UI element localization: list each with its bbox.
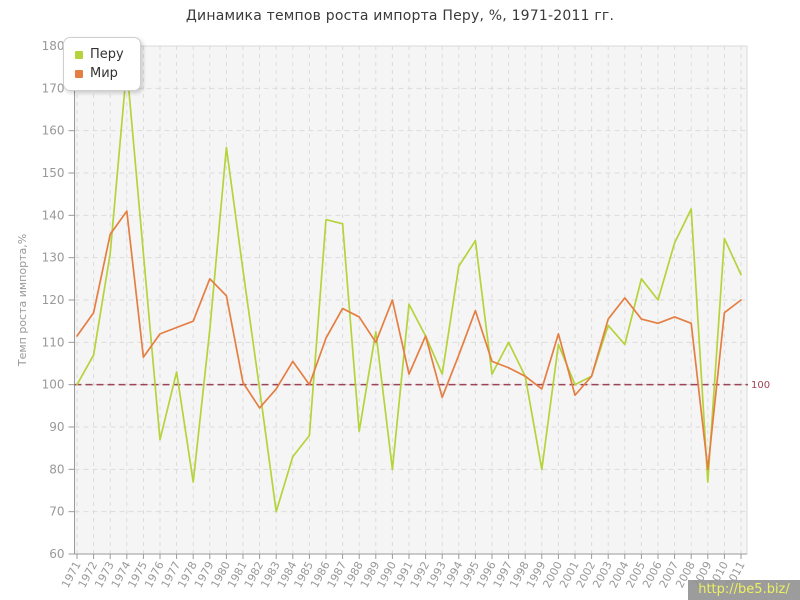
svg-text:170: 170 — [42, 81, 65, 95]
svg-text:140: 140 — [42, 208, 65, 222]
peru-series-line — [76, 66, 742, 513]
reference-line-label: 100 — [751, 380, 770, 391]
svg-text:150: 150 — [42, 166, 65, 180]
svg-text:120: 120 — [42, 293, 65, 307]
svg-text:160: 160 — [42, 124, 65, 138]
y-axis-title: Темп роста импорта,% — [16, 234, 29, 367]
mir-series-line — [76, 210, 742, 471]
legend: Перу Мир — [63, 37, 141, 91]
legend-label-mir: Мир — [90, 66, 118, 81]
legend-swatch-peru-icon — [75, 50, 83, 59]
chart-title: Динамика темпов роста импорта Перу, %, 1… — [185, 8, 615, 24]
svg-text:90: 90 — [49, 420, 64, 434]
svg-text:80: 80 — [49, 462, 64, 476]
gridlines — [74, 46, 747, 554]
watermark-link[interactable]: http://be5.biz/ — [688, 580, 800, 600]
svg-text:100: 100 — [42, 378, 65, 392]
svg-text:180: 180 — [42, 39, 65, 53]
legend-item-mir: Мир — [75, 64, 124, 83]
svg-text:70: 70 — [49, 505, 64, 519]
legend-item-peru: Перу — [75, 45, 124, 64]
svg-text:110: 110 — [42, 335, 65, 349]
svg-text:130: 130 — [42, 251, 65, 265]
legend-swatch-mir-icon — [75, 69, 83, 78]
legend-label-peru: Перу — [90, 47, 124, 62]
svg-text:60: 60 — [49, 547, 64, 561]
